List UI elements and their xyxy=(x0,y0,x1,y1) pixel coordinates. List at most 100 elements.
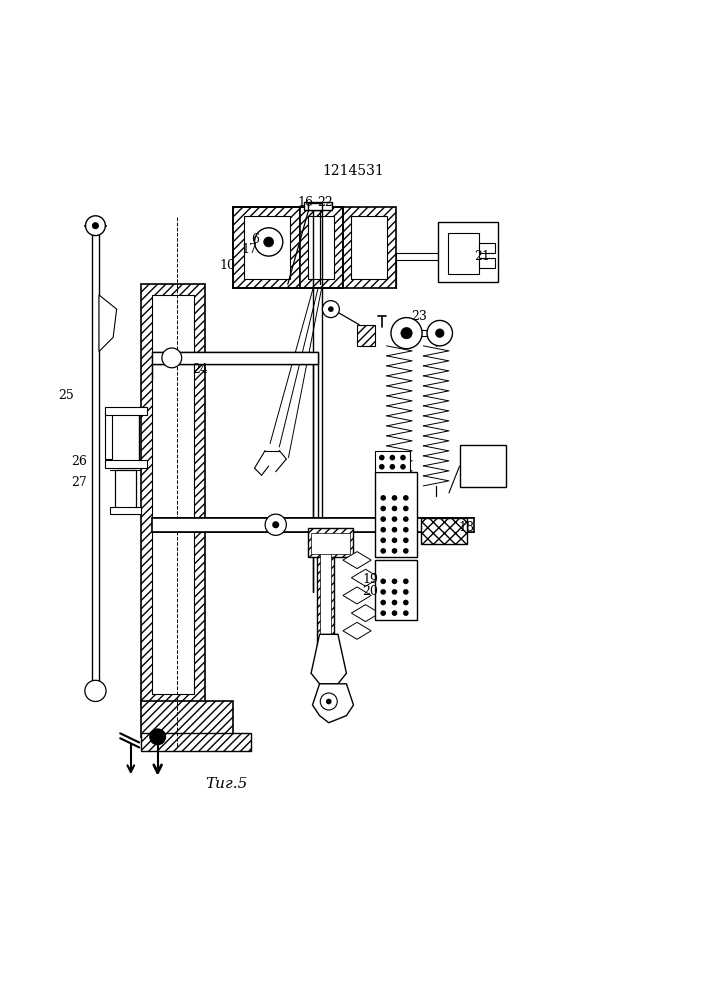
Circle shape xyxy=(392,537,397,543)
Polygon shape xyxy=(343,552,371,569)
Bar xyxy=(479,243,495,253)
Circle shape xyxy=(85,680,106,701)
Bar xyxy=(141,733,251,751)
Circle shape xyxy=(403,506,409,511)
Bar xyxy=(375,560,417,620)
Bar xyxy=(110,507,141,514)
Circle shape xyxy=(392,527,397,533)
Circle shape xyxy=(436,329,444,337)
Bar xyxy=(317,532,334,677)
Text: 16: 16 xyxy=(298,196,314,209)
Circle shape xyxy=(392,589,397,595)
Bar xyxy=(460,445,506,487)
Bar xyxy=(311,533,350,554)
Text: 10: 10 xyxy=(219,259,235,272)
Circle shape xyxy=(380,506,386,511)
Bar xyxy=(308,203,322,210)
Text: Τиг.5: Τиг.5 xyxy=(205,777,247,791)
Polygon shape xyxy=(311,634,346,684)
Circle shape xyxy=(322,301,339,318)
Text: 21: 21 xyxy=(474,250,489,263)
Bar xyxy=(152,518,474,532)
Text: 17: 17 xyxy=(242,243,257,256)
Bar xyxy=(357,325,375,346)
Circle shape xyxy=(392,516,397,522)
Bar xyxy=(421,518,467,544)
Circle shape xyxy=(255,228,283,256)
Polygon shape xyxy=(343,587,371,604)
Bar xyxy=(308,528,354,557)
Circle shape xyxy=(400,464,406,470)
Bar xyxy=(152,352,318,364)
Circle shape xyxy=(380,495,386,501)
Text: 20: 20 xyxy=(362,585,378,598)
Bar xyxy=(438,222,498,282)
Circle shape xyxy=(380,516,386,522)
Text: 23: 23 xyxy=(411,310,427,323)
Circle shape xyxy=(392,578,397,584)
Bar xyxy=(110,408,139,461)
Circle shape xyxy=(401,327,412,339)
Circle shape xyxy=(392,495,397,501)
Text: 1214531: 1214531 xyxy=(322,164,385,178)
Circle shape xyxy=(427,320,452,346)
Circle shape xyxy=(400,455,406,460)
Bar xyxy=(375,451,410,472)
Bar xyxy=(343,207,396,288)
Circle shape xyxy=(392,506,397,511)
Circle shape xyxy=(149,728,166,745)
Bar xyxy=(141,701,233,737)
Bar xyxy=(304,202,332,210)
Circle shape xyxy=(391,318,422,349)
Circle shape xyxy=(265,514,286,535)
Polygon shape xyxy=(351,605,380,622)
Bar xyxy=(351,216,387,279)
Polygon shape xyxy=(343,622,371,639)
Circle shape xyxy=(403,527,409,533)
Text: 19: 19 xyxy=(362,573,378,586)
Bar xyxy=(105,407,147,415)
Circle shape xyxy=(403,516,409,522)
Circle shape xyxy=(390,464,395,470)
Text: 26: 26 xyxy=(71,455,86,468)
Circle shape xyxy=(392,610,397,616)
Circle shape xyxy=(380,600,386,605)
Bar xyxy=(448,233,479,274)
Text: 24: 24 xyxy=(192,363,208,376)
Bar xyxy=(105,411,112,459)
Circle shape xyxy=(92,222,99,229)
Circle shape xyxy=(380,610,386,616)
Circle shape xyxy=(86,216,105,236)
Bar xyxy=(300,207,343,288)
Circle shape xyxy=(403,495,409,501)
Bar xyxy=(479,258,495,268)
Circle shape xyxy=(380,578,386,584)
Circle shape xyxy=(326,699,332,704)
Circle shape xyxy=(403,610,409,616)
Circle shape xyxy=(380,537,386,543)
Polygon shape xyxy=(351,569,380,586)
Bar xyxy=(244,216,290,279)
Text: 6: 6 xyxy=(251,233,259,246)
Circle shape xyxy=(403,537,409,543)
Circle shape xyxy=(264,237,274,247)
Bar xyxy=(152,295,194,694)
Circle shape xyxy=(392,548,397,554)
Circle shape xyxy=(390,455,395,460)
Circle shape xyxy=(403,600,409,605)
Bar xyxy=(233,207,300,288)
Circle shape xyxy=(403,578,409,584)
Circle shape xyxy=(403,589,409,595)
Bar xyxy=(141,284,205,705)
Circle shape xyxy=(379,464,385,470)
Circle shape xyxy=(320,693,337,710)
Polygon shape xyxy=(99,295,117,352)
Text: 22: 22 xyxy=(317,196,332,209)
Text: 27: 27 xyxy=(71,476,86,489)
Circle shape xyxy=(403,548,409,554)
Text: 25: 25 xyxy=(59,389,74,402)
Circle shape xyxy=(380,589,386,595)
Bar xyxy=(375,472,417,557)
Circle shape xyxy=(380,527,386,533)
Circle shape xyxy=(162,348,182,368)
